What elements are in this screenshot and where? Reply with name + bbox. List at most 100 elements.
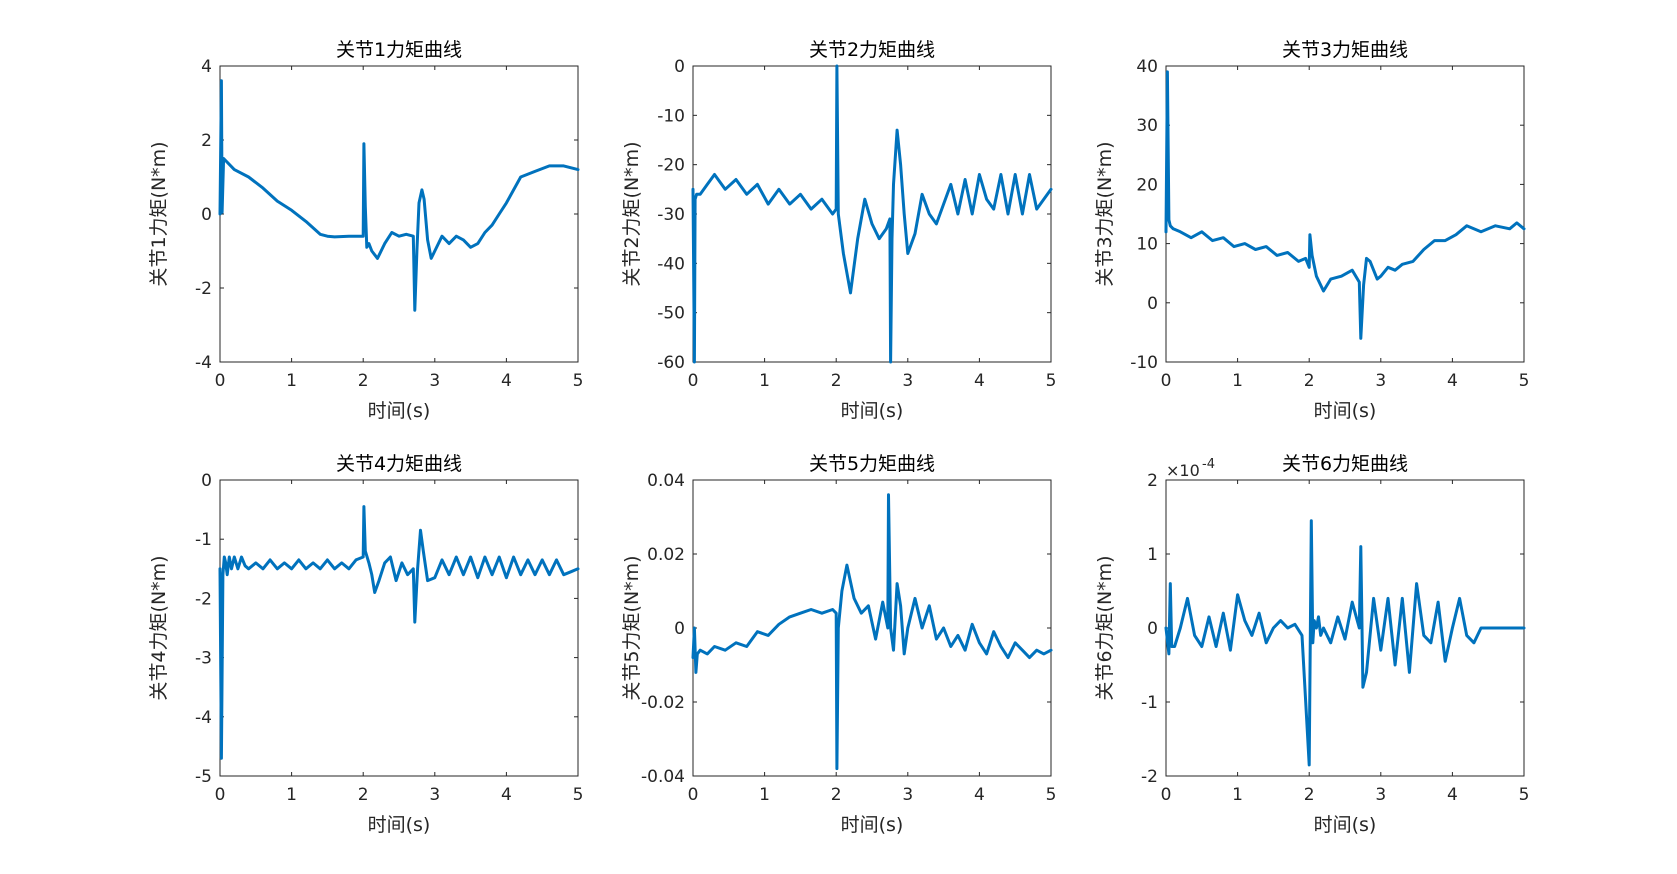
y-tick-label: -50 — [657, 304, 685, 324]
y-tick-label: 2 — [201, 131, 212, 151]
x-tick-label: 0 — [1161, 371, 1172, 391]
y-tick-label: 1 — [1147, 545, 1158, 565]
x-tick-label: 3 — [429, 371, 440, 391]
x-tick-label: 0 — [688, 371, 699, 391]
x-tick-label: 5 — [1519, 785, 1530, 805]
y-axis-label: 关节6力矩(N*m) — [1094, 555, 1116, 700]
series-line-4 — [218, 505, 580, 760]
x-tick-label: 4 — [1447, 371, 1458, 391]
x-tick-label: 2 — [358, 371, 369, 391]
y-tick-label: 0 — [674, 57, 685, 77]
series-line-3 — [1164, 70, 1526, 340]
series-line-5 — [691, 493, 1053, 771]
x-tick-label: 0 — [215, 371, 226, 391]
y-tick-label: 0.02 — [647, 545, 685, 565]
y-axis-label: 关节5力矩(N*m) — [621, 555, 643, 700]
x-tick-label: 4 — [501, 371, 512, 391]
x-axis-label: 时间(s) — [1314, 814, 1377, 836]
x-tick-label: 3 — [429, 785, 440, 805]
chart-title: 关节1力矩曲线 — [336, 39, 462, 61]
y-tick-label: 0 — [201, 471, 212, 491]
plot-area-2 — [692, 65, 1052, 363]
x-tick-label: 2 — [831, 371, 842, 391]
x-tick-label: 5 — [1046, 785, 1057, 805]
y-tick-label: -30 — [657, 205, 685, 225]
y-tick-label: -40 — [657, 254, 685, 274]
y-exponent-power: -4 — [1202, 457, 1215, 472]
chart-title: 关节5力矩曲线 — [809, 453, 935, 475]
y-tick-label: 20 — [1136, 175, 1158, 195]
y-tick-label: -10 — [657, 106, 685, 126]
x-tick-label: 0 — [1161, 785, 1172, 805]
y-tick-label: -4 — [195, 353, 212, 373]
y-tick-label: -0.04 — [641, 767, 685, 787]
x-tick-label: 5 — [1046, 371, 1057, 391]
plot-area-3 — [1165, 65, 1525, 363]
series-line-2 — [691, 64, 1053, 364]
y-axis-label: 关节2力矩(N*m) — [621, 141, 643, 286]
x-tick-label: 3 — [1375, 785, 1386, 805]
series-line-6 — [1164, 519, 1526, 767]
chart-title: 关节6力矩曲线 — [1282, 453, 1408, 475]
y-tick-label: 30 — [1136, 116, 1158, 136]
x-tick-label: 5 — [573, 371, 584, 391]
y-tick-label: -2 — [195, 279, 212, 299]
y-tick-label: 2 — [1147, 471, 1158, 491]
x-tick-label: 2 — [831, 785, 842, 805]
x-tick-label: 5 — [573, 785, 584, 805]
y-axis-label: 关节1力矩(N*m) — [148, 141, 170, 286]
x-tick-label: 2 — [358, 785, 369, 805]
chart-title: 关节3力矩曲线 — [1282, 39, 1408, 61]
x-axis-label: 时间(s) — [841, 814, 904, 836]
y-tick-label: 0.04 — [647, 471, 685, 491]
y-tick-label: -2 — [1141, 767, 1158, 787]
x-tick-label: 0 — [215, 785, 226, 805]
y-tick-label: -1 — [1141, 693, 1158, 713]
plot-area-1 — [219, 65, 579, 363]
y-tick-label: 40 — [1136, 57, 1158, 77]
y-tick-label: -10 — [1130, 353, 1158, 373]
x-tick-label: 4 — [1447, 785, 1458, 805]
x-tick-label: 3 — [902, 371, 913, 391]
x-tick-label: 1 — [759, 785, 770, 805]
y-axis-label: 关节3力矩(N*m) — [1094, 141, 1116, 286]
series-line-1 — [218, 79, 580, 312]
y-axis-label: 关节4力矩(N*m) — [148, 555, 170, 700]
x-tick-label: 3 — [902, 785, 913, 805]
x-tick-label: 4 — [974, 371, 985, 391]
chart-title: 关节4力矩曲线 — [336, 453, 462, 475]
x-tick-label: 1 — [286, 371, 297, 391]
x-tick-label: 2 — [1304, 785, 1315, 805]
x-tick-label: 1 — [1232, 785, 1243, 805]
y-tick-label: -5 — [195, 767, 212, 787]
y-tick-label: -1 — [195, 530, 212, 550]
y-tick-label: -0.02 — [641, 693, 685, 713]
y-tick-label: -4 — [195, 708, 212, 728]
y-tick-label: 0 — [201, 205, 212, 225]
y-tick-label: 0 — [1147, 294, 1158, 314]
x-axis-label: 时间(s) — [368, 400, 431, 422]
x-tick-label: 1 — [1232, 371, 1243, 391]
y-tick-label: 0 — [674, 619, 685, 639]
x-axis-label: 时间(s) — [841, 400, 904, 422]
x-tick-label: 1 — [759, 371, 770, 391]
y-tick-label: -3 — [195, 649, 212, 669]
x-tick-label: 4 — [974, 785, 985, 805]
x-tick-label: 1 — [286, 785, 297, 805]
y-exponent-label: ×10 — [1166, 461, 1200, 480]
y-tick-label: 10 — [1136, 235, 1158, 255]
chart-title: 关节2力矩曲线 — [809, 39, 935, 61]
y-tick-label: -20 — [657, 156, 685, 176]
x-tick-label: 3 — [1375, 371, 1386, 391]
x-tick-label: 5 — [1519, 371, 1530, 391]
y-tick-label: -2 — [195, 589, 212, 609]
x-tick-label: 4 — [501, 785, 512, 805]
x-axis-label: 时间(s) — [1314, 400, 1377, 422]
y-tick-label: 4 — [201, 57, 212, 77]
x-axis-label: 时间(s) — [368, 814, 431, 836]
plot-area-4 — [219, 479, 579, 777]
y-tick-label: -60 — [657, 353, 685, 373]
y-tick-label: 0 — [1147, 619, 1158, 639]
x-tick-label: 0 — [688, 785, 699, 805]
